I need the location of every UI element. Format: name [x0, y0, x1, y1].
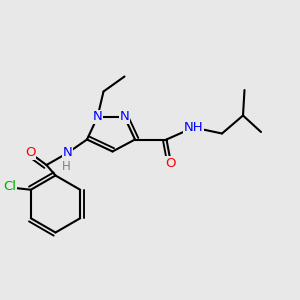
Text: N: N	[93, 110, 102, 124]
Text: NH: NH	[184, 121, 203, 134]
Text: O: O	[25, 146, 35, 160]
Text: N: N	[120, 110, 129, 124]
Text: N: N	[63, 146, 72, 160]
Text: O: O	[166, 157, 176, 170]
Text: Cl: Cl	[3, 180, 16, 193]
Text: H: H	[61, 160, 70, 173]
